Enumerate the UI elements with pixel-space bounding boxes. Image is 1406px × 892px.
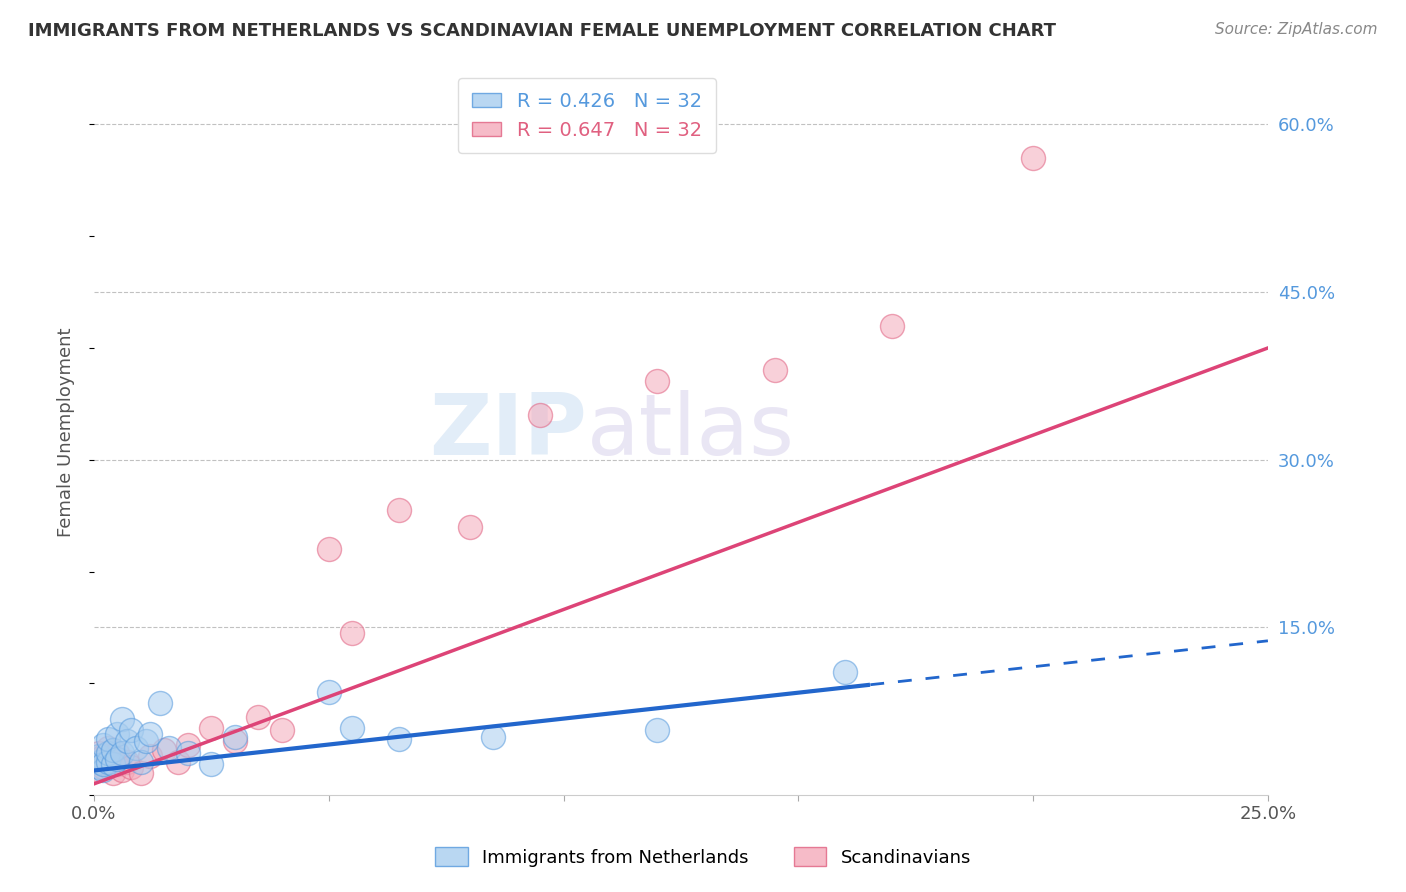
Point [87, 746, 110, 760]
Point [135, 734, 157, 748]
Point [388, 503, 411, 517]
Point [139, 726, 162, 740]
Legend: Immigrants from Netherlands, Scandinavians: Immigrants from Netherlands, Scandinavia… [427, 840, 979, 874]
Point [107, 746, 129, 760]
Point [87, 764, 110, 778]
Point [224, 730, 246, 744]
Point [97, 741, 120, 756]
Point [647, 375, 669, 389]
Point [342, 626, 364, 640]
Point [97, 755, 120, 769]
Point [87, 760, 110, 774]
Point [177, 738, 200, 752]
Point [87, 755, 110, 769]
Point [482, 730, 505, 744]
Point [91, 756, 114, 771]
Point [121, 760, 143, 774]
Point [1022, 151, 1045, 165]
Point [153, 743, 176, 757]
Text: ZIP: ZIP [429, 391, 586, 474]
Point [129, 765, 152, 780]
Point [111, 764, 134, 778]
Point [882, 318, 904, 333]
Point [167, 755, 190, 769]
Point [529, 408, 551, 422]
Point [101, 752, 124, 766]
Point [115, 755, 138, 769]
Point [200, 756, 222, 771]
Point [763, 363, 786, 377]
Point [270, 723, 292, 738]
Text: atlas: atlas [586, 391, 794, 474]
Point [91, 738, 114, 752]
Legend: R = 0.426   N = 32, R = 0.647   N = 32: R = 0.426 N = 32, R = 0.647 N = 32 [458, 78, 716, 153]
Point [111, 712, 134, 726]
Point [318, 685, 340, 699]
Text: IMMIGRANTS FROM NETHERLANDS VS SCANDINAVIAN FEMALE UNEMPLOYMENT CORRELATION CHAR: IMMIGRANTS FROM NETHERLANDS VS SCANDINAV… [28, 22, 1056, 40]
Point [224, 734, 246, 748]
Point [129, 755, 152, 769]
Point [107, 756, 129, 771]
Point [177, 746, 200, 760]
Point [115, 734, 138, 748]
Point [388, 732, 411, 747]
Point [97, 732, 120, 747]
Point [91, 760, 114, 774]
Point [91, 748, 114, 763]
Point [121, 723, 143, 738]
Point [107, 752, 129, 766]
Point [97, 756, 120, 771]
Y-axis label: Female Unemployment: Female Unemployment [58, 327, 75, 537]
Point [318, 542, 340, 557]
Point [125, 741, 148, 756]
Point [342, 721, 364, 735]
Point [87, 755, 110, 769]
Point [91, 764, 114, 778]
Point [101, 765, 124, 780]
Point [157, 741, 180, 756]
Point [87, 748, 110, 763]
Text: Source: ZipAtlas.com: Source: ZipAtlas.com [1215, 22, 1378, 37]
Point [101, 756, 124, 771]
Point [139, 748, 162, 763]
Point [200, 721, 222, 735]
Point [458, 520, 481, 534]
Point [101, 743, 124, 757]
Point [647, 723, 669, 738]
Point [247, 710, 270, 724]
Point [107, 726, 129, 740]
Point [834, 665, 856, 679]
Point [149, 697, 172, 711]
Point [97, 746, 120, 760]
Point [111, 746, 134, 760]
